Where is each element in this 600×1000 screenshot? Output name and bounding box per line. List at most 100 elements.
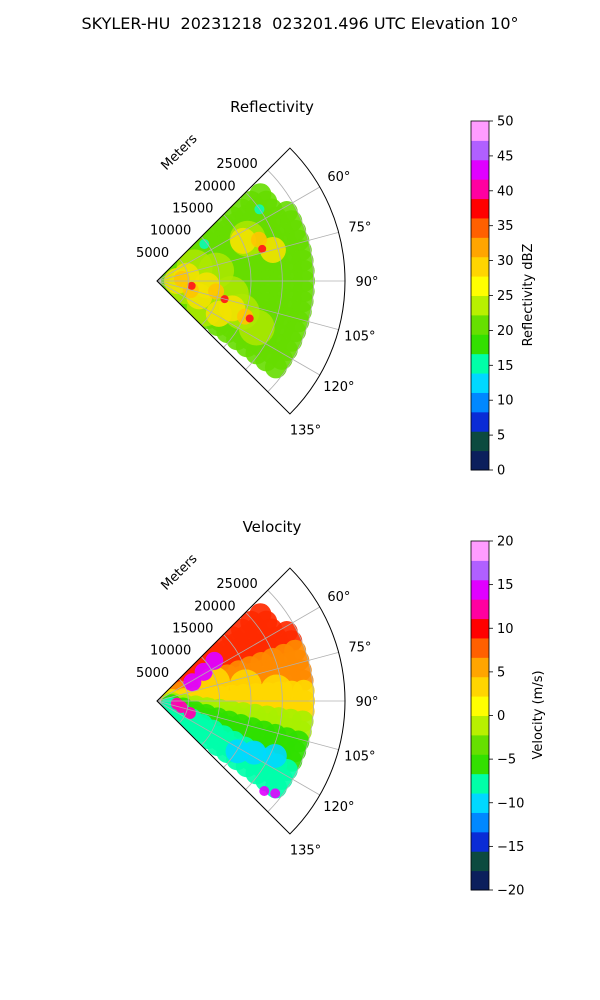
echo-blob: [264, 356, 287, 379]
radial-tick-label: 25000: [216, 157, 257, 172]
colorbar-segment: [471, 560, 489, 581]
colorbar-tick-label: −5: [497, 753, 516, 768]
colorbar-tick-label: 50: [497, 115, 514, 130]
azimuth-spoke: [156, 280, 321, 376]
colorbar-segment: [471, 599, 489, 620]
colorbar-segment: [471, 851, 489, 872]
azimuth-spoke: [156, 651, 339, 702]
radial-tick-label: 20000: [194, 599, 235, 614]
azimuth-spoke: [156, 231, 339, 282]
colorbar-tick-label: 0: [497, 464, 505, 479]
radial-tick-label: 25000: [216, 577, 257, 592]
echo-blob: [229, 669, 262, 702]
radial-tick-label: 20000: [194, 179, 235, 194]
azimuth-tick-label: 135°: [290, 843, 321, 858]
colorbar-tick-label: 15: [497, 578, 514, 593]
velocity-colorbar: −20 −15 −10 −5 0 5 10 15 20: [470, 535, 524, 899]
colorbar-tick-label: 0: [497, 709, 505, 724]
echo-blob: [175, 701, 188, 714]
azimuth-tick-label: 135°: [290, 423, 321, 438]
colorbar-tick-label: 20: [497, 535, 514, 550]
velocity-title: Velocity: [243, 518, 302, 536]
colorbar-segment: [471, 334, 489, 355]
velocity-radial-label: Meters: [159, 551, 201, 593]
colorbar-tick-label: −20: [497, 884, 524, 899]
polar-grid: [156, 169, 345, 415]
colorbar-segment: [471, 392, 489, 413]
colorbar-segment: [471, 121, 489, 141]
echo-blob: [205, 300, 232, 327]
azimuth-tick-label: 120°: [323, 800, 354, 815]
colorbar-segment: [471, 373, 489, 393]
colorbar-segment: [471, 773, 489, 794]
sector-outline: [156, 147, 346, 415]
echo-blob: [245, 314, 254, 323]
velocity-colorbar-label: Velocity (m/s): [531, 670, 546, 759]
colorbar-tick-label: −10: [497, 796, 524, 811]
colorbar-segment: [471, 812, 489, 833]
echo-blob: [199, 239, 210, 250]
echo-blob: [187, 281, 196, 290]
azimuth-tick-label: 105°: [344, 329, 375, 344]
radial-tick-label: 15000: [172, 202, 213, 217]
echo-blob: [225, 739, 250, 764]
colorbar-segment: [471, 579, 489, 600]
echo-blob: [250, 231, 267, 248]
azimuth-tick-label: 90°: [355, 695, 378, 710]
azimuth-tick-label: 75°: [348, 641, 371, 656]
colorbar-tick-label: 10: [497, 394, 514, 409]
echo-blob: [259, 785, 270, 796]
echo-blob: [258, 244, 267, 253]
colorbar-tick-label: 25: [497, 289, 514, 304]
colorbar-segment: [471, 237, 489, 258]
colorbar-segment: [471, 637, 489, 658]
colorbar-segment: [471, 411, 489, 432]
echo-blob: [270, 788, 281, 799]
colorbar-segment: [471, 295, 489, 316]
radial-tick-label: 10000: [150, 224, 191, 239]
azimuth-spoke: [156, 280, 339, 331]
colorbar-segment: [471, 870, 489, 891]
colorbar-segment: [471, 541, 489, 561]
colorbar-segment: [471, 793, 489, 813]
colorbar-segment: [471, 618, 489, 639]
colorbar-tick-label: 15: [497, 359, 514, 374]
colorbar-segment: [471, 217, 489, 238]
colorbar-segment: [471, 715, 489, 736]
azimuth-tick-label: 60°: [327, 170, 350, 185]
colorbar-segment: [471, 734, 489, 755]
colorbar-tick-label: 10: [497, 622, 514, 637]
reflectivity-panel: Reflectivity Meters 0 5 10 15 20 25 30 35 40 45 50…: [136, 98, 536, 479]
colorbar-segment: [471, 179, 489, 200]
reflectivity-title: Reflectivity: [230, 98, 314, 116]
colorbar-segment: [471, 140, 489, 161]
colorbar-tick-label: 35: [497, 219, 514, 234]
colorbar-segment: [471, 696, 489, 716]
echo-blob: [230, 227, 257, 254]
colorbar-segment: [471, 256, 489, 277]
colorbar-segment: [471, 314, 489, 335]
reflectivity-colorbar-label: Reflectivity dBZ: [521, 244, 536, 347]
azimuth-tick-label: 60°: [327, 590, 350, 605]
colorbar-tick-label: 5: [497, 429, 505, 444]
azimuth-spoke: [156, 700, 339, 751]
colorbar-segment: [471, 276, 489, 296]
radial-tick-label: 10000: [150, 644, 191, 659]
colorbar-tick-label: 30: [497, 254, 514, 269]
colorbar-segment: [471, 657, 489, 678]
azimuth-tick-label: 120°: [323, 380, 354, 395]
colorbar-segment: [471, 198, 489, 219]
azimuth-tick-label: 90°: [355, 275, 378, 290]
radial-tick-label: 5000: [136, 666, 169, 681]
echo-blob: [260, 674, 293, 707]
reflectivity-colorbar: 0 5 10 15 20 25 30 35 40 45 50: [470, 115, 514, 479]
radial-tick-label: 5000: [136, 246, 169, 261]
azimuth-tick-label: 105°: [344, 749, 375, 764]
sector-outline: [156, 567, 346, 835]
echo-blob: [262, 743, 287, 768]
radial-tick-label: 15000: [172, 622, 213, 637]
colorbar-tick-label: −15: [497, 840, 524, 855]
colorbar-tick-label: 45: [497, 149, 514, 164]
reflectivity-radial-label: Meters: [159, 131, 201, 173]
echo-blob: [173, 270, 190, 287]
